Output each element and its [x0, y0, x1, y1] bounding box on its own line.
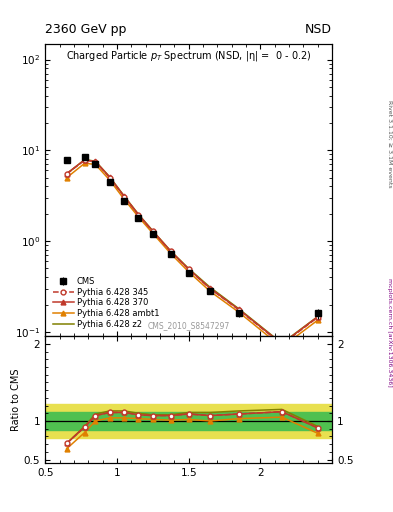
Line: Pythia 6.428 z2: Pythia 6.428 z2	[67, 160, 318, 344]
Pythia 6.428 z2	[208, 284, 213, 290]
Text: mcplots.cern.ch [arXiv:1306.3436]: mcplots.cern.ch [arXiv:1306.3436]	[387, 279, 392, 387]
Pythia 6.428 370	[107, 174, 112, 180]
Pythia 6.428 z2	[315, 313, 320, 319]
Text: NSD: NSD	[305, 23, 332, 36]
Pythia 6.428 z2	[64, 171, 69, 177]
Pythia 6.428 345	[279, 342, 284, 348]
Pythia 6.428 345	[186, 266, 191, 272]
Pythia 6.428 ambt1	[208, 288, 213, 294]
Pythia 6.428 345	[122, 194, 127, 200]
Pythia 6.428 345	[64, 171, 69, 177]
Pythia 6.428 370	[82, 157, 87, 163]
Pythia 6.428 345	[237, 307, 241, 313]
Pythia 6.428 370	[315, 314, 320, 320]
Pythia 6.428 ambt1	[82, 160, 87, 166]
Bar	[45, 404, 332, 438]
Pythia 6.428 345	[168, 248, 173, 254]
Pythia 6.428 370	[93, 158, 98, 164]
Pythia 6.428 ambt1	[279, 344, 284, 350]
Pythia 6.428 370	[168, 248, 173, 254]
Pythia 6.428 ambt1	[186, 269, 191, 275]
Pythia 6.428 370	[122, 193, 127, 199]
Pythia 6.428 370	[237, 306, 241, 312]
Pythia 6.428 z2	[168, 248, 173, 254]
Pythia 6.428 345	[208, 286, 213, 292]
Y-axis label: Ratio to CMS: Ratio to CMS	[11, 369, 21, 431]
Line: Pythia 6.428 ambt1: Pythia 6.428 ambt1	[64, 161, 320, 350]
Pythia 6.428 z2	[151, 228, 155, 234]
Pythia 6.428 ambt1	[64, 175, 69, 181]
Pythia 6.428 370	[208, 285, 213, 291]
Text: 2360 GeV pp: 2360 GeV pp	[45, 23, 127, 36]
Pythia 6.428 ambt1	[237, 309, 241, 315]
Text: Charged Particle $p_T$ Spectrum (NSD, |η| =  0 - 0.2): Charged Particle $p_T$ Spectrum (NSD, |η…	[66, 49, 311, 63]
Pythia 6.428 370	[279, 341, 284, 347]
Text: Rivet 3.1.10; ≥ 3.1M events: Rivet 3.1.10; ≥ 3.1M events	[387, 99, 392, 187]
Pythia 6.428 345	[107, 175, 112, 181]
Pythia 6.428 370	[151, 228, 155, 234]
Pythia 6.428 345	[93, 159, 98, 165]
Pythia 6.428 ambt1	[168, 250, 173, 257]
Pythia 6.428 z2	[186, 265, 191, 271]
Pythia 6.428 z2	[122, 193, 127, 199]
Pythia 6.428 ambt1	[93, 161, 98, 167]
Pythia 6.428 ambt1	[315, 317, 320, 323]
Pythia 6.428 z2	[237, 306, 241, 312]
Pythia 6.428 345	[315, 314, 320, 321]
Pythia 6.428 345	[136, 212, 141, 218]
Pythia 6.428 z2	[279, 340, 284, 347]
Pythia 6.428 z2	[93, 158, 98, 164]
Pythia 6.428 370	[64, 170, 69, 177]
Pythia 6.428 370	[186, 266, 191, 272]
Pythia 6.428 345	[151, 228, 155, 234]
Pythia 6.428 370	[136, 211, 141, 218]
Line: Pythia 6.428 345: Pythia 6.428 345	[64, 158, 320, 347]
Pythia 6.428 ambt1	[122, 196, 127, 202]
Pythia 6.428 ambt1	[136, 214, 141, 220]
Pythia 6.428 z2	[136, 211, 141, 217]
Pythia 6.428 345	[82, 157, 87, 163]
Pythia 6.428 ambt1	[107, 177, 112, 183]
Bar	[45, 412, 332, 430]
Legend: CMS, Pythia 6.428 345, Pythia 6.428 370, Pythia 6.428 ambt1, Pythia 6.428 z2: CMS, Pythia 6.428 345, Pythia 6.428 370,…	[50, 273, 163, 332]
Pythia 6.428 z2	[82, 157, 87, 163]
Pythia 6.428 ambt1	[151, 230, 155, 237]
Line: Pythia 6.428 370: Pythia 6.428 370	[64, 158, 320, 346]
Text: CMS_2010_S8547297: CMS_2010_S8547297	[147, 322, 230, 330]
Pythia 6.428 z2	[107, 174, 112, 180]
